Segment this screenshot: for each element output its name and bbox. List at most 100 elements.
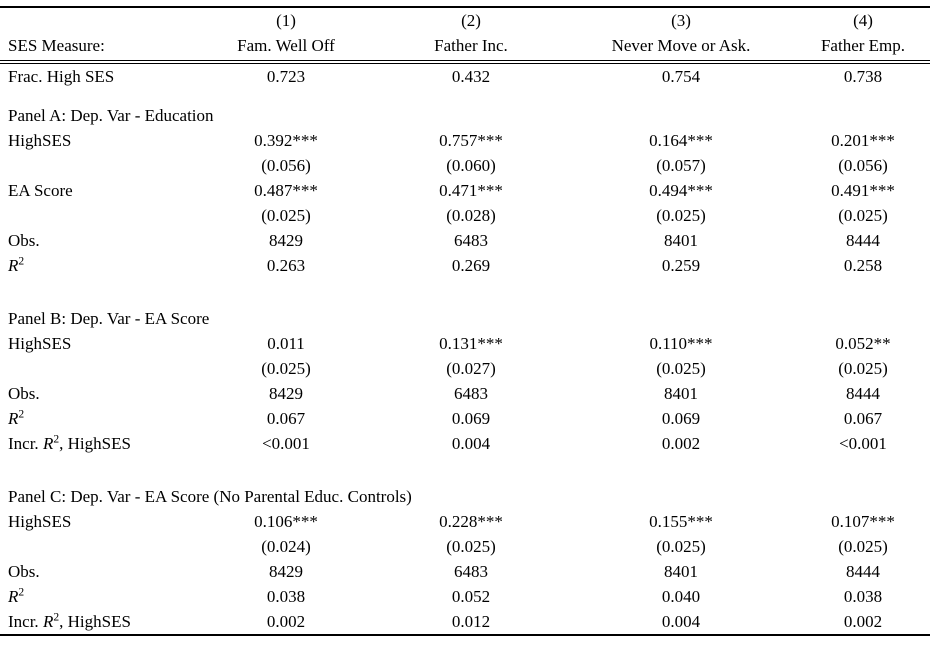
column-number: (1) [276,11,296,30]
data-cell: 8444 [846,562,880,581]
data-cell: 0.069 [451,409,491,428]
data-cell: 8444 [846,231,880,250]
data-row: HighSES 0.106*** 0.228*** 0.155*** 0.107*** [0,509,930,534]
data-row: EA Score 0.487*** 0.471*** 0.494*** 0.491*** [0,178,930,203]
data-cell: 0.002 [843,612,883,631]
data-row: HighSES 0.392*** 0.757*** 0.164*** 0.201*** [0,128,930,153]
data-row: R2 0.067 0.069 0.069 0.067 [0,406,930,431]
regression-table: (1) (2) (3) (4) SES Measure: Fam. Well Off Fat… [0,6,930,636]
data-cell: (0.025) [446,537,496,556]
data-row: Incr. R2, HighSES 0.002 0.012 0.004 0.002 [0,609,930,635]
data-cell: 0.038 [266,587,306,606]
data-cell: 0.201*** [831,131,895,150]
data-row: Incr. R2, HighSES <0.001 0.004 0.002 <0.001 [0,431,930,456]
data-cell: 0.487*** [254,181,318,200]
data-row: (0.056) (0.060) (0.057) (0.056) [0,153,930,178]
row-label: Incr. R2, HighSES [8,610,131,631]
data-row: (0.025) (0.027) (0.025) (0.025) [0,356,930,381]
data-cell: 8429 [269,231,303,250]
data-cell: 0.004 [451,434,491,453]
data-cell: (0.025) [261,206,311,225]
row-label: Obs. [8,384,40,403]
spacer-cell [0,278,930,306]
data-cell: 0.067 [266,409,306,428]
data-cell: (0.025) [838,206,888,225]
data-cell: 0.002 [661,434,701,453]
data-row: R2 0.038 0.052 0.040 0.038 [0,584,930,609]
spacer-row [0,89,930,103]
data-cell: 0.491*** [831,181,895,200]
row-label: HighSES [8,334,72,353]
data-cell: 8429 [269,384,303,403]
data-cell: 0.011 [267,334,305,353]
data-cell: 0.069 [661,409,701,428]
data-cell: 8401 [664,231,698,250]
column-number: (2) [461,11,481,30]
frac-high-ses-row: Frac. High SES 0.723 0.432 0.754 0.738 [0,64,930,89]
panel-title-row: Panel A: Dep. Var - Education [0,103,930,128]
data-cell: 0.106*** [254,512,318,531]
row-label: Obs. [8,231,40,250]
data-cell: 0.131*** [439,334,503,353]
row-label: HighSES [8,512,72,531]
row-label: Incr. R2, HighSES [8,432,131,453]
spacer-row [0,278,930,306]
spacer-row [0,456,930,484]
data-cell: (0.025) [838,537,888,556]
data-cell: 0.263 [266,256,306,275]
data-row: R2 0.263 0.269 0.259 0.258 [0,253,930,278]
data-cell: 8401 [664,384,698,403]
double-rule-row [0,58,930,64]
data-cell: 0.155*** [649,512,713,531]
data-row: (0.025) (0.028) (0.025) (0.025) [0,203,930,228]
data-cell: (0.025) [656,537,706,556]
header-empty-cell [0,7,196,33]
frac-value: 0.432 [451,67,491,86]
frac-value: 0.723 [266,67,306,86]
ses-measure-name: Never Move or Ask. [611,36,751,55]
panel-title: Panel C: Dep. Var - EA Score (No Parenta… [8,487,412,506]
data-cell: <0.001 [839,434,887,453]
header-numbers-row: (1) (2) (3) (4) [0,7,930,33]
data-cell: (0.025) [838,359,888,378]
double-rule [0,60,930,64]
row-label: R2 [8,254,25,275]
row-label [0,153,196,178]
data-cell: (0.027) [446,359,496,378]
panel-title-row: Panel B: Dep. Var - EA Score [0,306,930,331]
data-cell: (0.060) [446,156,496,175]
data-row: Obs. 8429 6483 8401 8444 [0,381,930,406]
data-cell: 6483 [454,562,488,581]
row-label [0,356,196,381]
data-cell: (0.024) [261,537,311,556]
row-label: R2 [8,585,25,606]
frac-value: 0.738 [843,67,883,86]
row-label: Obs. [8,562,40,581]
data-row: Obs. 8429 6483 8401 8444 [0,559,930,584]
data-row: HighSES 0.011 0.131*** 0.110*** 0.052** [0,331,930,356]
row-label: HighSES [8,131,72,150]
data-cell: 0.038 [843,587,883,606]
data-cell: 0.004 [661,612,701,631]
data-cell: (0.056) [261,156,311,175]
data-cell: 0.228*** [439,512,503,531]
data-cell: 8401 [664,562,698,581]
row-label [0,203,196,228]
row-label: R2 [8,407,25,428]
data-cell: 0.269 [451,256,491,275]
data-cell: 0.110*** [649,334,713,353]
data-cell: (0.057) [656,156,706,175]
panel-title-row: Panel C: Dep. Var - EA Score (No Parenta… [0,484,930,509]
data-cell: 6483 [454,231,488,250]
data-row: (0.024) (0.025) (0.025) (0.025) [0,534,930,559]
data-cell: 0.067 [843,409,883,428]
row-label [0,534,196,559]
ses-measure-name: Father Inc. [434,36,508,55]
data-cell: 0.259 [661,256,701,275]
ses-measure-label: SES Measure: [8,36,105,55]
column-number: (3) [671,11,691,30]
data-cell: (0.028) [446,206,496,225]
frac-value: 0.754 [661,67,701,86]
data-cell: 0.392*** [254,131,318,150]
data-cell: 0.757*** [439,131,503,150]
